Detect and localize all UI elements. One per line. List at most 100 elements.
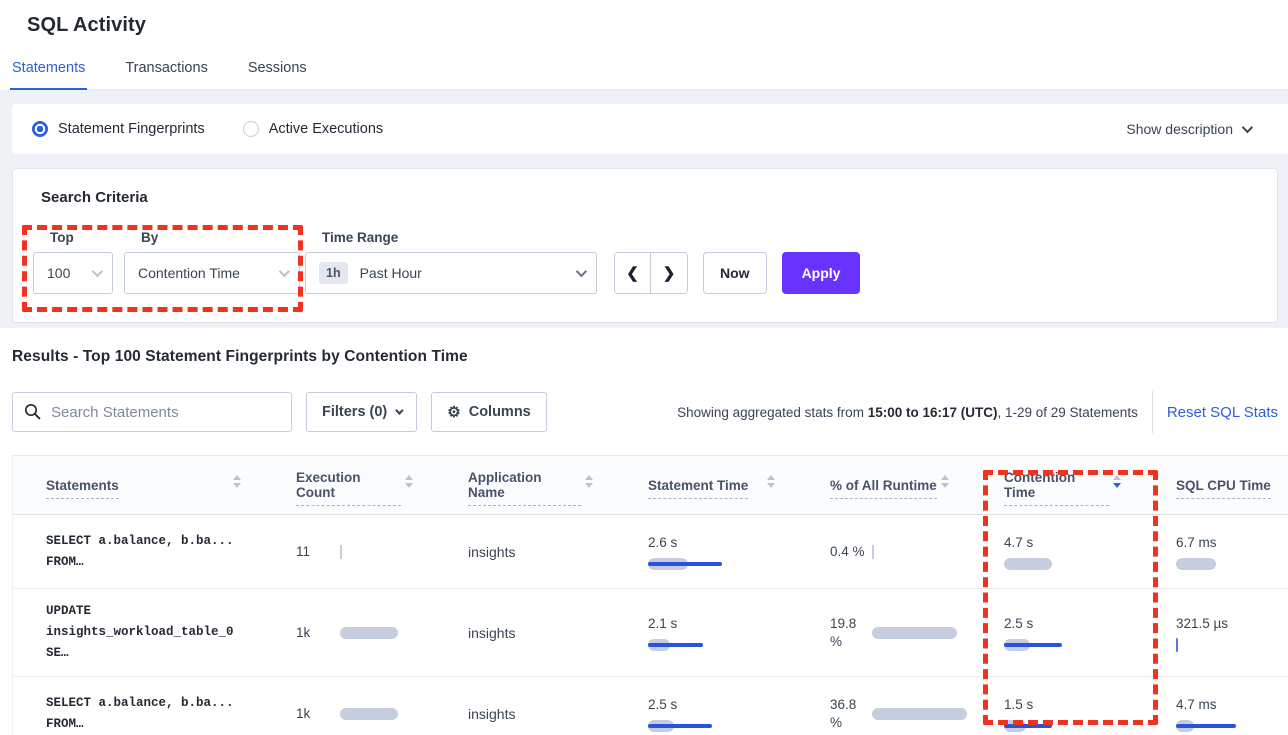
statement-line-2[interactable]: FROM… <box>46 716 84 731</box>
execution-count-cell: 1k <box>263 589 435 676</box>
reset-sql-stats-link[interactable]: Reset SQL Stats <box>1166 403 1278 421</box>
contention-time-value: 1.5 s <box>1004 696 1034 712</box>
execution-count-cell: 1k <box>263 677 435 735</box>
statement-cell[interactable]: SELECT a.balance, b.ba... FROM… <box>13 677 263 735</box>
chevron-down-icon <box>91 265 104 278</box>
stats-summary: Showing aggregated stats from 15:00 to 1… <box>677 405 1138 420</box>
statement-line-1[interactable]: UPDATE <box>46 604 92 618</box>
statement-line-2[interactable]: insights_workload_table_0 SE… <box>46 625 234 660</box>
tab-transactions[interactable]: Transactions <box>125 60 208 76</box>
column-label[interactable]: Application Name <box>468 470 581 506</box>
now-button[interactable]: Now <box>703 252 767 294</box>
gear-icon: ⚙ <box>447 403 461 421</box>
statement-time-value: 2.5 s <box>648 696 678 712</box>
application-name-value: insights <box>468 543 516 560</box>
column-label[interactable]: Statements <box>46 478 119 499</box>
statement-cell[interactable]: UPDATE insights_workload_table_0 SE… <box>13 589 263 676</box>
results-section: Results - Top 100 Statement Fingerprints… <box>0 328 1288 735</box>
statement-time-cell: 2.1 s <box>615 589 797 676</box>
radio-active-executions[interactable]: Active Executions <box>242 121 384 137</box>
top-select[interactable]: 100 <box>33 252 113 294</box>
search-statements-input[interactable] <box>12 392 292 432</box>
pct-runtime-value: 19.8 % <box>830 615 857 649</box>
search-criteria-card: Search Criteria Top 100 By Contention Ti… <box>12 168 1278 323</box>
show-description-toggle[interactable]: Show description <box>1126 121 1254 137</box>
tab-bar: Statements Transactions Sessions <box>10 60 1288 90</box>
sort-icon[interactable] <box>585 475 593 488</box>
next-time-button[interactable]: ❯ <box>651 253 687 293</box>
radio-label: Active Executions <box>268 121 384 137</box>
contention-time-cell: 4.7 s <box>971 515 1143 588</box>
chevron-down-icon <box>278 265 291 278</box>
top-value: 100 <box>47 265 71 281</box>
radio-statement-fingerprints[interactable]: Statement Fingerprints <box>32 121 205 137</box>
column-label[interactable]: SQL CPU Time <box>1176 478 1271 499</box>
sort-icon[interactable] <box>1113 475 1121 488</box>
pct-runtime-value: 0.4 % <box>830 543 865 559</box>
statement-time-cell: 2.5 s <box>615 677 797 735</box>
show-description-label: Show description <box>1126 121 1233 137</box>
column-header-application-name: Application Name <box>435 456 615 514</box>
sql-cpu-time-bar <box>1176 719 1288 733</box>
time-step-group: ❮ ❯ <box>614 252 688 294</box>
contention-time-value: 2.5 s <box>1004 615 1034 631</box>
tab-statements[interactable]: Statements <box>10 60 88 90</box>
page-header: SQL Activity Statements Transactions Ses… <box>0 0 1288 90</box>
statement-time-bar <box>648 557 773 571</box>
statement-line-2[interactable]: FROM… <box>46 554 84 569</box>
application-name-cell: insights <box>435 677 615 735</box>
sort-icon[interactable] <box>233 475 241 488</box>
sort-icon[interactable] <box>767 475 775 488</box>
statement-time-value: 2.1 s <box>648 615 678 631</box>
statement-line-1[interactable]: SELECT a.balance, b.ba... <box>46 695 234 710</box>
sort-icon[interactable] <box>405 475 413 488</box>
column-label[interactable]: Statement Time <box>648 478 749 499</box>
by-select[interactable]: Contention Time <box>124 252 300 294</box>
columns-button[interactable]: ⚙ Columns <box>431 392 547 432</box>
column-label[interactable]: Contention Time <box>1004 470 1109 506</box>
results-heading: Results - Top 100 Statement Fingerprints… <box>12 348 468 365</box>
sort-icon[interactable] <box>941 475 949 488</box>
radio-unselected-icon[interactable] <box>242 121 259 137</box>
statement-line-1[interactable]: SELECT a.balance, b.ba... <box>46 533 234 548</box>
stats-time-range: 15:00 to 16:17 (UTC) <box>867 404 998 420</box>
sql-cpu-time-bar <box>1176 557 1288 571</box>
radio-selected-icon[interactable] <box>32 121 48 137</box>
table-row: SELECT a.balance, b.ba... FROM… 1k insig… <box>13 677 1288 735</box>
statement-time-bar <box>648 638 773 652</box>
sql-cpu-time-bar <box>1176 637 1288 652</box>
by-label: By <box>141 230 159 245</box>
column-label[interactable]: Execution Count <box>296 470 401 506</box>
filters-button[interactable]: Filters (0) <box>306 392 418 432</box>
filters-label: Filters (0) <box>322 404 388 420</box>
execution-count-value: 1k <box>296 705 311 721</box>
table-header-row: Statements Execution Count Application N… <box>13 456 1288 515</box>
view-toggle-card: Statement Fingerprints Active Executions… <box>12 104 1288 154</box>
statement-time-value: 2.6 s <box>648 534 678 550</box>
execution-count-bar <box>340 707 411 721</box>
time-range-field: Time Range 1h Past Hour <box>305 230 597 294</box>
by-field: By Contention Time <box>124 230 300 294</box>
apply-button[interactable]: Apply <box>781 252 861 294</box>
sql-cpu-time-cell: 4.7 ms <box>1143 677 1288 735</box>
column-label[interactable]: % of All Runtime <box>830 478 937 499</box>
previous-time-button[interactable]: ❮ <box>615 253 651 293</box>
sql-cpu-time-cell: 6.7 ms <box>1143 515 1288 588</box>
statement-time-bar <box>648 719 773 733</box>
time-range-badge: 1h <box>319 262 348 284</box>
pct-runtime-cell: 0.4 % <box>797 515 971 588</box>
time-range-select[interactable]: 1h Past Hour <box>305 252 597 294</box>
by-value: Contention Time <box>138 265 240 281</box>
radio-label: Statement Fingerprints <box>58 121 205 137</box>
column-header-execution-count: Execution Count <box>263 456 435 514</box>
time-range-label: Time Range <box>322 230 399 245</box>
contention-time-value: 4.7 s <box>1004 534 1034 550</box>
table-row: UPDATE insights_workload_table_0 SE… 1k … <box>13 589 1288 677</box>
execution-count-bar <box>340 626 411 640</box>
pct-runtime-cell: 36.8 % <box>797 677 971 735</box>
tab-sessions[interactable]: Sessions <box>247 60 307 76</box>
statement-cell[interactable]: SELECT a.balance, b.ba... FROM… <box>13 515 263 588</box>
pct-runtime-bar <box>872 544 947 559</box>
execution-count-bar <box>340 544 411 559</box>
execution-count-value: 11 <box>296 543 311 559</box>
